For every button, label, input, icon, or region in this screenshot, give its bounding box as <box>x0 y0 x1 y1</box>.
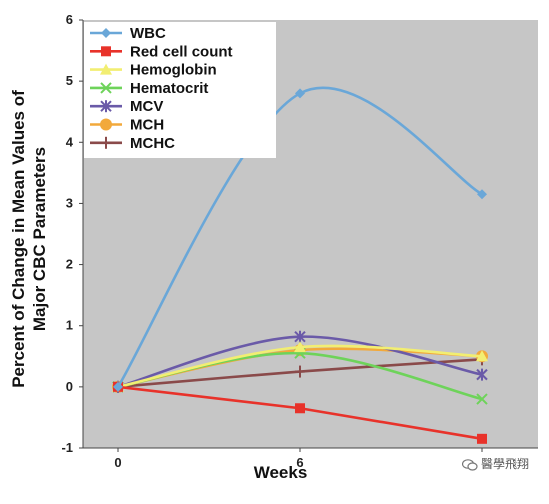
triangle-marker <box>294 341 306 353</box>
series-wbc <box>113 86 487 392</box>
legend-label: MCV <box>130 98 163 115</box>
legend-label: MCH <box>130 117 164 134</box>
x-marker-stroke <box>100 82 112 94</box>
diamond-marker <box>113 381 123 392</box>
diamond-marker <box>101 28 111 38</box>
x-axis-title: Weeks <box>254 463 308 482</box>
axes: -1 0 1 2 3 4 5 6 0 6 <box>61 12 538 470</box>
y-tick-label: -1 <box>61 440 73 455</box>
y-tick-label: 4 <box>66 134 74 149</box>
data-point-red-cell-count <box>295 403 305 414</box>
series-layer <box>112 86 488 444</box>
wechat-icon <box>461 458 478 471</box>
legend-marker <box>101 136 111 149</box>
data-point-red-cell-count <box>477 433 487 444</box>
y-tick-label: 3 <box>66 195 73 210</box>
diamond-marker <box>295 88 305 99</box>
legend-marker <box>100 82 112 94</box>
y-tick-label: 1 <box>66 318 73 333</box>
watermark-text: 醫學飛翔 <box>480 457 529 471</box>
y-tick-label: 2 <box>66 257 73 272</box>
legend-item-red-cell-count: Red cell count <box>90 43 233 60</box>
legend-label: MCHC <box>130 135 175 152</box>
x-tick-label: 6 <box>296 455 303 470</box>
data-point-mcv <box>294 330 306 343</box>
legend-item-hemoglobin: Hemoglobin <box>90 62 217 79</box>
legend-item-wbc: WBC <box>90 25 166 42</box>
legend-marker <box>100 63 112 75</box>
data-point-wbc <box>477 189 487 200</box>
x-marker-stroke <box>476 393 488 405</box>
triangle-marker <box>100 63 112 75</box>
legend-label: Hematocrit <box>130 80 208 97</box>
data-point-mcv <box>476 368 488 381</box>
legend-marker <box>101 46 111 57</box>
data-point-mchc <box>295 365 305 378</box>
legend-item-mch: MCH <box>90 117 164 134</box>
diamond-marker <box>477 189 487 200</box>
legend-marker <box>101 28 111 38</box>
legend-label: Red cell count <box>130 43 233 60</box>
x-tick-label: 0 <box>114 455 121 470</box>
y-axis-title-line1: Percent of Change in Mean Values of <box>9 90 28 388</box>
square-marker <box>295 403 305 414</box>
watermark: 醫學飛翔 <box>461 455 529 472</box>
series-line-wbc <box>116 86 483 388</box>
legend-box <box>84 22 276 158</box>
y-axis-title-line2: Major CBC Parameters <box>30 147 49 331</box>
legend-item-mchc: MCHC <box>90 135 175 152</box>
legend-item-hematocrit: Hematocrit <box>90 80 208 97</box>
data-point-hematocrit <box>476 393 488 405</box>
square-marker <box>477 433 487 444</box>
data-point-hemoglobin <box>294 341 306 353</box>
data-point-hemoglobin <box>476 350 488 362</box>
legend-item-mcv: MCV <box>90 98 163 115</box>
y-axis-title: Percent of Change in Mean Values of Majo… <box>9 90 49 388</box>
legend-marker <box>100 118 112 131</box>
square-marker <box>101 46 111 57</box>
legend-marker <box>100 100 112 113</box>
y-tick-label: 5 <box>66 73 73 88</box>
data-point-wbc <box>295 88 305 99</box>
data-point-wbc <box>113 381 123 392</box>
y-tick-label: 6 <box>66 12 73 27</box>
circle-marker <box>100 118 112 131</box>
legend-label: Hemoglobin <box>130 62 217 79</box>
triangle-marker <box>476 350 488 362</box>
y-tick-label: 0 <box>66 379 73 394</box>
legend-label: WBC <box>130 25 166 42</box>
